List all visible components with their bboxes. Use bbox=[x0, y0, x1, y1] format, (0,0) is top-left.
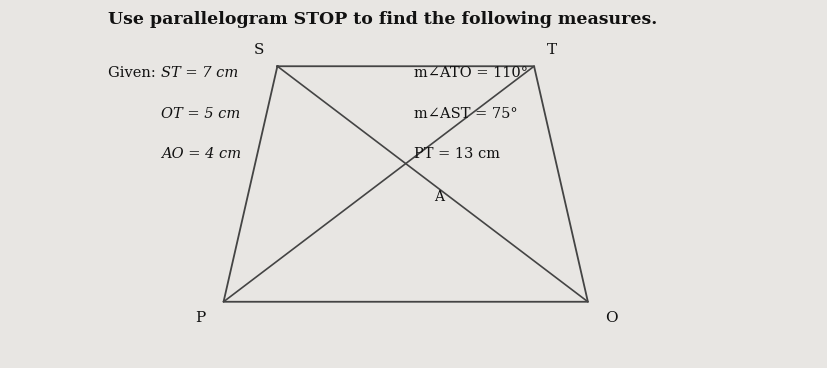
Text: Use parallelogram STOP to find the following measures.: Use parallelogram STOP to find the follo… bbox=[108, 11, 656, 28]
Text: Given:: Given: bbox=[108, 66, 160, 80]
Text: A: A bbox=[433, 190, 444, 204]
Text: OT = 5 cm: OT = 5 cm bbox=[161, 107, 241, 121]
Text: ST = 7 cm: ST = 7 cm bbox=[161, 66, 238, 80]
Text: T: T bbox=[547, 43, 557, 57]
Text: S: S bbox=[254, 43, 264, 57]
Text: O: O bbox=[604, 311, 617, 325]
Text: m∠ATO = 110°: m∠ATO = 110° bbox=[414, 66, 528, 80]
Text: PT = 13 cm: PT = 13 cm bbox=[414, 147, 500, 161]
Text: m∠AST = 75°: m∠AST = 75° bbox=[414, 107, 517, 121]
Text: P: P bbox=[195, 311, 205, 325]
Text: AO = 4 cm: AO = 4 cm bbox=[161, 147, 241, 161]
